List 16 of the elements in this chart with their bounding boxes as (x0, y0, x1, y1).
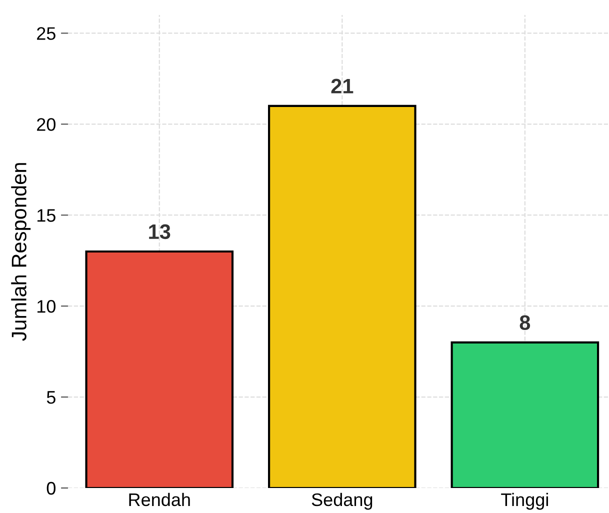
y-tick-label: 10 (37, 300, 56, 313)
y-tick-label: 20 (37, 118, 56, 131)
x-tick-label: Rendah (129, 492, 190, 506)
bar (450, 341, 600, 488)
bar (85, 250, 234, 488)
data-label: 21 (331, 78, 354, 94)
y-tick-label: 25 (37, 27, 56, 40)
data-label: 13 (149, 224, 170, 240)
data-label: 8 (520, 315, 530, 330)
y-axis-title: Jumlah Responden (11, 163, 31, 341)
y-tick-label: 5 (46, 391, 56, 404)
y-tick-label: 0 (46, 482, 56, 495)
y-tick-label: 15 (37, 209, 56, 222)
bar (268, 104, 416, 488)
x-tick-label: Sedang (312, 492, 372, 510)
x-tick-label: Tinggi (501, 492, 548, 510)
